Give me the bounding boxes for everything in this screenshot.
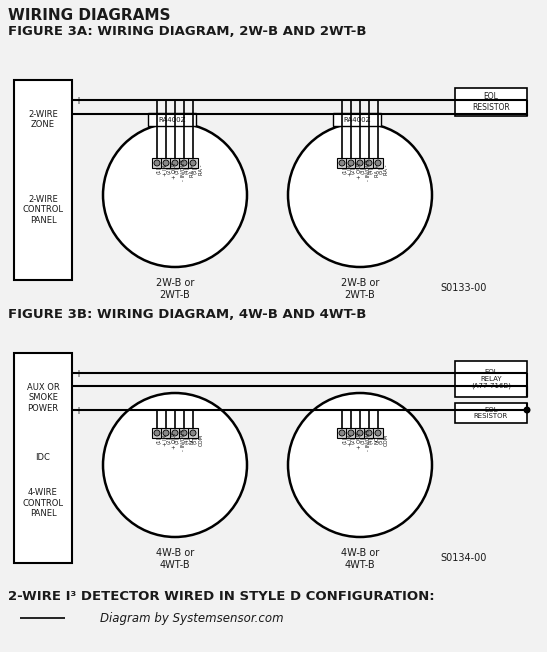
Text: −: − [74,382,82,392]
Text: EOL
RELAY
(A77-716B): EOL RELAY (A77-716B) [471,369,511,389]
Text: (5)
RA -: (5) RA - [193,165,204,175]
Text: (2)
+ OUT: (2) + OUT [351,432,362,449]
Bar [14,353,72,563]
Circle shape [366,430,372,436]
Circle shape [357,160,363,166]
Circle shape [288,123,432,267]
Text: 2-WIRE
ZONE: 2-WIRE ZONE [28,110,58,129]
Bar [373,428,383,438]
Bar [161,158,171,168]
Circle shape [172,430,178,436]
Text: EOL
RESISTOR: EOL RESISTOR [474,406,508,419]
Bar [455,403,527,423]
Circle shape [172,160,178,166]
Bar [364,428,374,438]
Text: FIGURE 3A: WIRING DIAGRAM, 2W-B AND 2WT-B: FIGURE 3A: WIRING DIAGRAM, 2W-B AND 2WT-… [8,25,366,38]
Bar [355,428,365,438]
Circle shape [190,430,196,436]
Bar [170,428,180,438]
Text: S0133-00: S0133-00 [440,283,486,293]
Text: (2)
+ OUT: (2) + OUT [166,432,177,449]
Bar [14,80,72,280]
Bar [364,158,374,168]
Bar [373,158,383,168]
Text: (1)
+ IN: (1) + IN [157,434,168,446]
Text: (2)
+ OUT: (2) + OUT [351,162,362,179]
Text: +: + [74,96,82,106]
Text: 2-WIRE I³ DETECTOR WIRED IN STYLE D CONFIGURATION:: 2-WIRE I³ DETECTOR WIRED IN STYLE D CONF… [8,590,435,603]
Text: (3)
- IN/OUT: (3) - IN/OUT [175,159,186,181]
Text: +: + [74,369,82,379]
Circle shape [163,160,169,166]
Text: (3)
- IN/OUT: (3) - IN/OUT [360,429,371,451]
Bar [346,428,356,438]
Text: 4W-B or
4WT-B: 4W-B or 4WT-B [341,548,379,570]
Circle shape [339,430,345,436]
Text: AUX OR
SMOKE
POWER: AUX OR SMOKE POWER [27,383,60,413]
Text: 4-WIRE
CONTROL
PANEL: 4-WIRE CONTROL PANEL [22,488,63,518]
Bar [188,428,198,438]
Text: FIGURE 3B: WIRING DIAGRAM, 4W-B AND 4WT-B: FIGURE 3B: WIRING DIAGRAM, 4W-B AND 4WT-… [8,308,366,321]
Text: (4)
RA +: (4) RA + [369,164,380,177]
Bar [333,113,381,126]
Text: 4W-B or
4WT-B: 4W-B or 4WT-B [156,548,194,570]
Text: (3)
- IN/OUT: (3) - IN/OUT [360,159,371,181]
Text: (4)
NO: (4) NO [369,436,380,444]
Circle shape [348,160,354,166]
Text: (5)
COM: (5) COM [193,434,204,446]
Bar [148,113,196,126]
Bar [455,88,527,116]
Circle shape [181,160,187,166]
Circle shape [103,123,247,267]
Bar [179,428,189,438]
Circle shape [375,430,381,436]
Text: 2W-B or
2WT-B: 2W-B or 2WT-B [341,278,379,300]
Text: RA400Z: RA400Z [158,117,186,123]
Bar [337,428,347,438]
Circle shape [339,160,345,166]
Text: (5)
COM: (5) COM [378,434,389,446]
Circle shape [523,406,531,413]
Text: 2-WIRE
CONTROL
PANEL: 2-WIRE CONTROL PANEL [22,195,63,225]
Circle shape [103,393,247,537]
Bar [188,158,198,168]
Text: 2W-B or
2WT-B: 2W-B or 2WT-B [156,278,194,300]
Text: (1)
+ IN: (1) + IN [342,434,353,446]
Text: (1)
+ IN: (1) + IN [157,164,168,176]
Bar [337,158,347,168]
Text: +: + [74,406,82,416]
Circle shape [366,160,372,166]
Text: S0134-00: S0134-00 [440,553,486,563]
Circle shape [190,160,196,166]
Circle shape [288,393,432,537]
Text: (1)
+ IN: (1) + IN [342,164,353,176]
Text: (4)
NO: (4) NO [184,436,195,444]
Text: (2)
+ OUT: (2) + OUT [166,162,177,179]
Circle shape [163,430,169,436]
Circle shape [375,160,381,166]
Circle shape [154,160,160,166]
Bar [152,158,162,168]
Bar [179,158,189,168]
Text: (4)
RA +: (4) RA + [184,164,195,177]
Text: Diagram by Systemsensor.com: Diagram by Systemsensor.com [100,612,284,625]
Circle shape [357,430,363,436]
Text: WIRING DIAGRAMS: WIRING DIAGRAMS [8,8,171,23]
Circle shape [181,430,187,436]
Bar [161,428,171,438]
Bar [355,158,365,168]
Text: (5)
RA -: (5) RA - [378,165,389,175]
Bar [152,428,162,438]
Text: EOL
RESISTOR: EOL RESISTOR [472,93,510,111]
Circle shape [154,430,160,436]
Text: RA400Z: RA400Z [344,117,371,123]
Circle shape [348,430,354,436]
Text: (3)
- IN/OUT: (3) - IN/OUT [175,429,186,451]
Bar [346,158,356,168]
Bar [455,361,527,397]
Text: −: − [74,110,82,120]
Text: IDC: IDC [36,453,50,462]
Bar [170,158,180,168]
